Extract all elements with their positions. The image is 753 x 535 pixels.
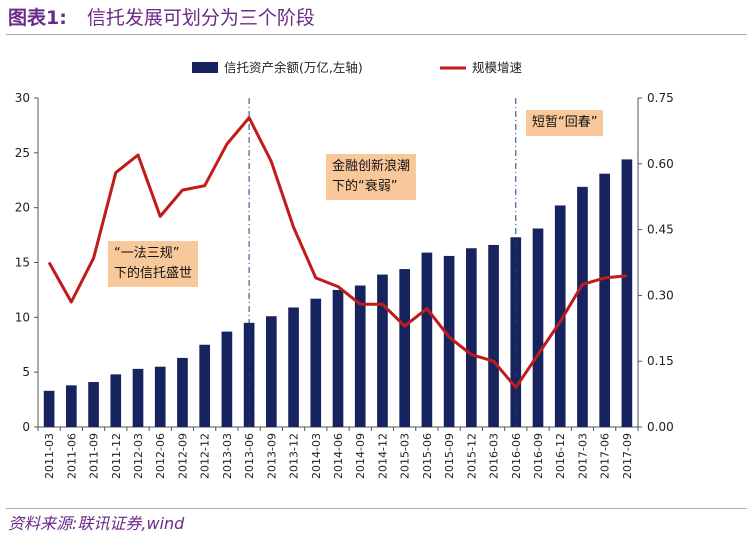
- y-right-tick-label: 0.00: [647, 420, 674, 434]
- x-tick-label: 2011-09: [88, 433, 101, 479]
- bar: [88, 382, 99, 427]
- x-tick-label: 2012-06: [154, 433, 167, 479]
- y-right-tick-label: 0.75: [647, 91, 674, 105]
- bar: [332, 289, 344, 427]
- bar: [266, 316, 277, 427]
- y-left-tick-label: 30: [15, 91, 30, 105]
- bar: [154, 366, 166, 427]
- x-tick-label: 2011-03: [43, 433, 56, 479]
- legend-bar-label: 信托资产余额(万亿,左轴): [224, 60, 363, 75]
- annotation-stage2: 金融创新浪潮 下的“衰弱”: [326, 154, 417, 200]
- x-tick-label: 2017-03: [576, 433, 589, 479]
- y-right-tick-label: 0.60: [647, 157, 674, 171]
- figure-title: 信托发展可划分为三个阶段: [86, 7, 315, 29]
- y-left-tick-label: 20: [15, 201, 30, 215]
- bar: [66, 385, 77, 427]
- x-tick-label: 2013-12: [288, 433, 301, 479]
- x-tick-label: 2015-06: [421, 433, 434, 479]
- x-tick-label: 2015-09: [443, 433, 456, 479]
- x-tick-label: 2014-06: [332, 433, 345, 479]
- x-tick-label: 2014-09: [354, 433, 367, 479]
- bar: [43, 390, 55, 427]
- bar: [421, 252, 433, 427]
- bar: [199, 344, 210, 427]
- bar: [554, 205, 566, 427]
- y-left-tick-label: 0: [22, 420, 30, 434]
- legend-bar-swatch: [192, 62, 218, 73]
- bar: [132, 368, 144, 427]
- x-tick-label: 2016-06: [510, 433, 523, 479]
- bar: [532, 228, 544, 427]
- x-tick-label: 2016-09: [532, 433, 545, 479]
- x-tick-label: 2015-03: [399, 433, 412, 479]
- x-tick-label: 2013-03: [221, 433, 234, 479]
- bar: [354, 285, 366, 427]
- x-tick-label: 2017-06: [599, 433, 612, 479]
- bar: [443, 255, 455, 427]
- y-right-tick-label: 0.30: [647, 288, 674, 302]
- annotation-stage1: “一法三规” 下的信托盛世: [108, 241, 199, 287]
- x-tick-label: 2012-09: [176, 433, 189, 479]
- y-left-tick-label: 15: [15, 256, 30, 270]
- annotation-stage2-line2: 下的“衰弱”: [332, 179, 398, 194]
- y-left-tick-label: 25: [15, 146, 30, 160]
- y-left-tick-label: 10: [15, 310, 30, 324]
- x-tick-label: 2017-09: [621, 433, 634, 479]
- source-note: 资料来源:联讯证券,wind: [8, 514, 185, 533]
- x-tick-label: 2013-09: [265, 433, 278, 479]
- x-tick-label: 2014-03: [310, 433, 323, 479]
- bar: [221, 331, 233, 427]
- bar: [310, 298, 322, 427]
- annotation-stage3-text: 短暂“回春”: [532, 115, 598, 130]
- bar: [110, 374, 122, 427]
- bar: [466, 248, 477, 427]
- x-tick-label: 2015-12: [465, 433, 478, 479]
- y-left-tick-label: 5: [22, 365, 30, 379]
- x-tick-label: 2016-12: [554, 433, 567, 479]
- y-right-tick-label: 0.15: [647, 354, 674, 368]
- x-tick-label: 2014-12: [376, 433, 389, 479]
- x-tick-label: 2013-06: [243, 433, 256, 479]
- bar: [577, 186, 588, 427]
- x-tick-label: 2011-12: [110, 433, 123, 479]
- bar: [288, 307, 299, 427]
- bar: [621, 159, 633, 427]
- figure-label: 图表1:: [8, 7, 67, 29]
- growth-line: [47, 116, 628, 389]
- bar: [377, 274, 388, 427]
- bar: [488, 244, 499, 427]
- annotation-stage3: 短暂“回春”: [526, 110, 604, 136]
- annotation-stage1-line2: 下的信托盛世: [114, 266, 193, 281]
- bar: [177, 357, 188, 427]
- x-tick-label: 2012-12: [199, 433, 212, 479]
- bar: [599, 173, 610, 427]
- x-tick-label: 2011-06: [65, 433, 78, 479]
- legend-line-label: 规模增速: [472, 60, 523, 75]
- x-tick-label: 2016-03: [488, 433, 501, 479]
- bottom-divider: [6, 508, 747, 509]
- annotation-stage2-line1: 金融创新浪潮: [332, 159, 411, 174]
- top-divider: [6, 34, 747, 35]
- bar: [399, 269, 410, 427]
- chart-area: 0 5 10 15 20 25 30 0.00 0.15 0.30 0.45 0.60 0.75 2011…: [15, 60, 674, 479]
- chart-title: 图表1: 信托发展可划分为三个阶段: [8, 4, 315, 32]
- x-tick-label: 2012-03: [132, 433, 145, 479]
- annotation-stage1-line1: “一法三规”: [114, 246, 180, 261]
- y-right-tick-label: 0.45: [647, 223, 674, 237]
